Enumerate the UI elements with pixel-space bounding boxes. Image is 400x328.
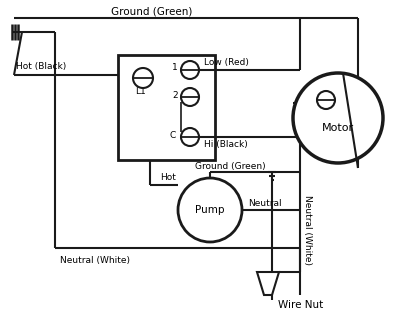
Circle shape bbox=[181, 88, 199, 106]
Text: C: C bbox=[170, 131, 176, 139]
Text: Neutral: Neutral bbox=[248, 198, 282, 208]
Text: Neutral (White): Neutral (White) bbox=[304, 195, 312, 265]
Text: Pump: Pump bbox=[195, 205, 225, 215]
Text: Hi (Black): Hi (Black) bbox=[204, 140, 248, 150]
Circle shape bbox=[181, 61, 199, 79]
Text: Hot (Black): Hot (Black) bbox=[16, 63, 66, 72]
Text: Hot: Hot bbox=[160, 174, 176, 182]
Text: Low (Red): Low (Red) bbox=[204, 57, 249, 67]
Circle shape bbox=[293, 73, 383, 163]
Polygon shape bbox=[257, 272, 279, 295]
Text: Motor: Motor bbox=[322, 123, 354, 133]
Circle shape bbox=[178, 178, 242, 242]
Text: Ground (Green): Ground (Green) bbox=[195, 162, 266, 172]
Circle shape bbox=[317, 91, 335, 109]
Bar bbox=[118, 55, 215, 160]
Text: 1: 1 bbox=[172, 64, 178, 72]
Circle shape bbox=[181, 128, 199, 146]
Circle shape bbox=[133, 68, 153, 88]
Text: Neutral (White): Neutral (White) bbox=[60, 256, 130, 264]
Text: Wire Nut: Wire Nut bbox=[278, 300, 323, 310]
Text: Ground (Green): Ground (Green) bbox=[111, 6, 192, 16]
Text: 2: 2 bbox=[172, 91, 178, 99]
Text: L1: L1 bbox=[136, 88, 146, 96]
